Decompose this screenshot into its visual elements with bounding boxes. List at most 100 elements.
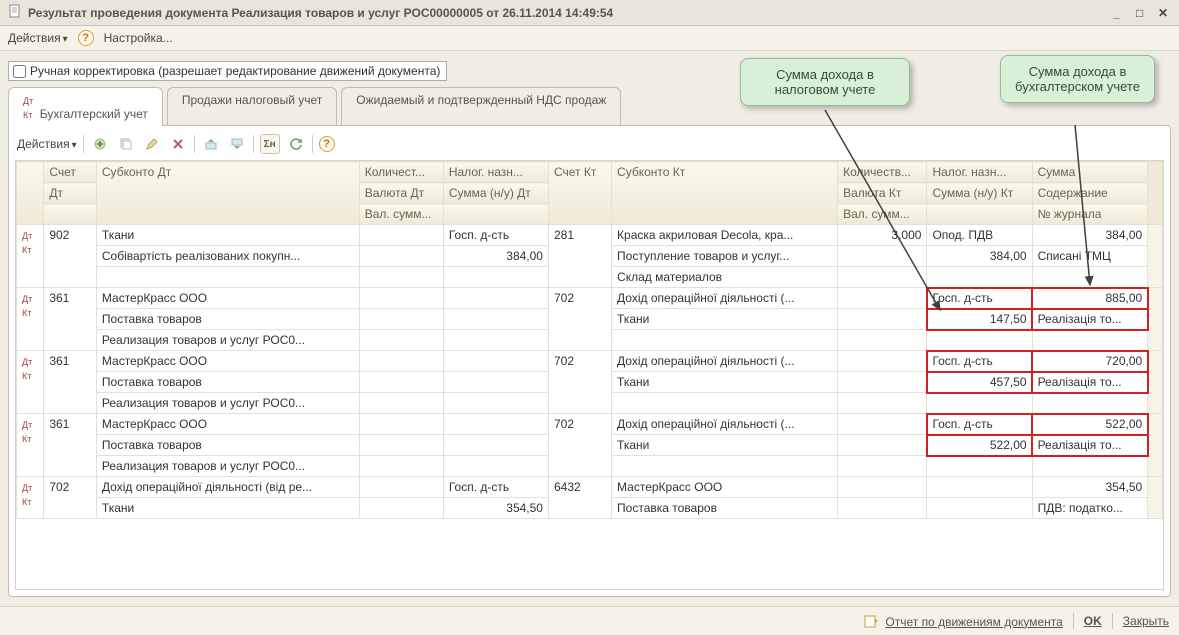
grid-actions-menu[interactable]: Действия▾ (17, 137, 77, 151)
cell (443, 372, 548, 393)
col-valsum-dt[interactable]: Вал. сумм... (359, 204, 443, 225)
edit-icon[interactable] (142, 134, 162, 154)
col-sub-kt[interactable]: Субконто Кт (612, 162, 838, 225)
cell (1032, 456, 1148, 477)
close-button[interactable]: ✕ (1155, 6, 1171, 20)
add-icon[interactable] (90, 134, 110, 154)
grid-body: ДтКт902ТканиГосп. д-сть281Краска акрилов… (17, 225, 1163, 519)
col-acc-dt[interactable]: Счет (44, 162, 97, 183)
cell (443, 456, 548, 477)
cell: ДтКт (17, 414, 44, 477)
col-acc-kt[interactable]: Счет Кт (548, 162, 611, 225)
col-acc-dt2[interactable]: Дт (44, 183, 97, 204)
grid-wrap[interactable]: Счет Субконто Дт Количест... Налог. назн… (15, 160, 1164, 590)
grid-toolbar: Действия▾ Σн ? (15, 132, 1164, 160)
menu-actions[interactable]: Действия▾ (8, 31, 68, 45)
col-cur-dt[interactable]: Валюта Дт (359, 183, 443, 204)
col-nal-dt[interactable]: Налог. назн... (443, 162, 548, 183)
manual-correction-input[interactable] (13, 65, 26, 78)
minimize-button[interactable]: _ (1108, 6, 1124, 20)
col-nal-kt[interactable]: Налог. назн... (927, 162, 1032, 183)
cell (443, 330, 548, 351)
cell: 522,00 (927, 435, 1032, 456)
cell: Реалізація то... (1032, 309, 1148, 330)
cell: Ткани (612, 372, 838, 393)
table-row[interactable]: ДтКт361 МастерКрасс ООО702Дохід операцій… (17, 414, 1163, 435)
table-row[interactable]: ДтКт902ТканиГосп. д-сть281Краска акрилов… (17, 225, 1163, 246)
menu-settings[interactable]: Настройка... (104, 31, 173, 45)
cell: Реализация товаров и услуг РОС0... (96, 456, 359, 477)
manual-correction-checkbox[interactable]: Ручная корректировка (разрешает редактир… (8, 61, 447, 81)
cell: Дохід операційної діяльності (від ре... (96, 477, 359, 498)
cell: Реализация товаров и услуг РОС0... (96, 393, 359, 414)
cell (838, 288, 927, 309)
report-button[interactable]: Отчет по движениям документа (864, 614, 1063, 629)
col-valsum-kt[interactable]: Вал. сумм... (838, 204, 927, 225)
separator (312, 135, 313, 153)
cell: Госп. д-сть (443, 225, 548, 246)
cell: Госп. д-сть (927, 288, 1032, 309)
cell (927, 267, 1032, 288)
tab-accounting[interactable]: ДтКт Бухгалтерский учет (8, 87, 163, 126)
table-row[interactable]: ДтКт702Дохід операційної діяльності (від… (17, 477, 1163, 498)
col-journal[interactable]: № журнала (1032, 204, 1148, 225)
cell: Поставка товаров (96, 372, 359, 393)
cell: Списані ТМЦ (1032, 246, 1148, 267)
col-qty-dt[interactable]: Количест... (359, 162, 443, 183)
col-sumnu-kt[interactable]: Сумма (н/у) Кт (927, 183, 1032, 204)
cell: Склад материалов (612, 267, 838, 288)
help-icon[interactable]: ? (78, 30, 94, 46)
cell: 720,00 (1032, 351, 1148, 372)
col-qty-kt[interactable]: Количеств... (838, 162, 927, 183)
cell: ДтКт (17, 477, 44, 519)
cell (359, 288, 443, 309)
cell (443, 414, 548, 435)
col-sub-dt[interactable]: Субконто Дт (96, 162, 359, 225)
dtkt-icon: ДтКт (23, 96, 33, 120)
grid-help-icon[interactable]: ? (319, 136, 335, 152)
grid-actions-label: Действия (17, 137, 70, 151)
report-label: Отчет по движениям документа (885, 615, 1062, 629)
cell: Реалізація то... (1032, 435, 1148, 456)
cell (927, 393, 1032, 414)
delete-icon[interactable] (168, 134, 188, 154)
cell: Дохід операційної діяльності (... (612, 288, 838, 309)
cell (927, 330, 1032, 351)
refresh-icon[interactable] (286, 134, 306, 154)
close-button-footer[interactable]: Закрыть (1123, 614, 1169, 628)
tab-expected-vat[interactable]: Ожидаемый и подтвержденный НДС продаж (341, 87, 621, 126)
cell: Поставка товаров (96, 309, 359, 330)
cell (1148, 351, 1163, 414)
sum-icon[interactable]: Σн (260, 134, 280, 154)
grid-header: Счет Субконто Дт Количест... Налог. назн… (17, 162, 1163, 225)
table-row[interactable]: ДтКт361 МастерКрасс ООО702Дохід операцій… (17, 288, 1163, 309)
cell (927, 456, 1032, 477)
cell (838, 498, 927, 519)
tab-sales-tax[interactable]: Продажи налоговый учет (167, 87, 337, 126)
col-desc[interactable]: Содержание (1032, 183, 1148, 204)
ok-button[interactable]: OK (1084, 614, 1102, 628)
cell: МастерКрасс ООО (96, 414, 359, 435)
cell: Поставка товаров (612, 498, 838, 519)
move-down-icon[interactable] (227, 134, 247, 154)
cell: 354,50 (443, 498, 548, 519)
cell: Ткани (612, 435, 838, 456)
col-cur-kt[interactable]: Валюта Кт (838, 183, 927, 204)
col-sumnu-dt[interactable]: Сумма (н/у) Дт (443, 183, 548, 204)
window-controls: _ □ ✕ (1104, 6, 1171, 20)
copy-icon[interactable] (116, 134, 136, 154)
maximize-button[interactable]: □ (1132, 6, 1148, 20)
window-title: Результат проведения документа Реализаци… (28, 6, 1104, 20)
col-empty2 (443, 204, 548, 225)
cell (838, 393, 927, 414)
move-up-icon[interactable] (201, 134, 221, 154)
cell: ПДВ: податко... (1032, 498, 1148, 519)
table-row[interactable]: ДтКт361 МастерКрасс ООО702Дохід операцій… (17, 351, 1163, 372)
cell: 384,00 (443, 246, 548, 267)
tab-strip: ДтКт Бухгалтерский учет Продажи налоговы… (8, 87, 1171, 126)
cell (838, 309, 927, 330)
cell: Госп. д-сть (927, 351, 1032, 372)
col-sum[interactable]: Сумма (1032, 162, 1148, 183)
cell (359, 225, 443, 246)
cell (838, 267, 927, 288)
